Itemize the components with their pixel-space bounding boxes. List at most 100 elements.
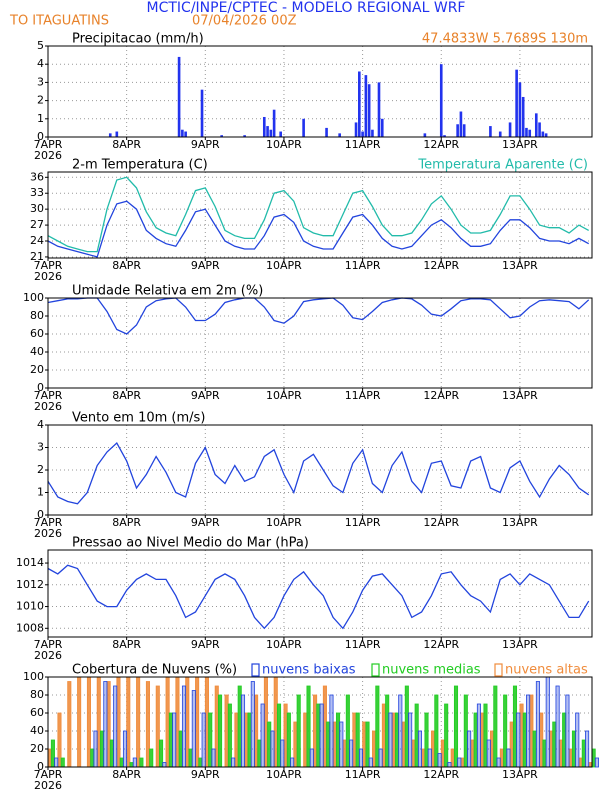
bar xyxy=(90,748,95,768)
bar xyxy=(338,133,341,137)
y-tick-label: 40 xyxy=(30,724,44,737)
y-tick-label: 1008 xyxy=(16,621,44,634)
bar xyxy=(109,739,114,768)
bar xyxy=(594,757,599,768)
bar xyxy=(439,64,443,137)
bar xyxy=(388,712,393,768)
bar xyxy=(352,712,357,768)
bar xyxy=(237,685,242,768)
x-year-label: 2026 xyxy=(34,270,62,283)
bar xyxy=(122,730,128,768)
x-tick-label: 11APR xyxy=(345,259,381,272)
y-tick-label: 20 xyxy=(30,742,44,755)
series-line xyxy=(47,200,590,258)
bar xyxy=(181,685,187,768)
bar xyxy=(332,721,337,768)
bar xyxy=(460,757,465,768)
bar xyxy=(443,135,446,137)
bar xyxy=(149,748,154,768)
y-tick-label: 1 xyxy=(37,486,44,499)
y-tick-label: 100 xyxy=(23,670,44,683)
bar xyxy=(240,694,246,768)
x-tick-label: 11APR xyxy=(345,389,381,402)
x-tick-label: 9APR xyxy=(191,768,220,781)
bar xyxy=(313,694,318,768)
bar xyxy=(201,712,206,768)
y-tick-label: 1014 xyxy=(16,556,44,569)
panel-title: Precipitacao (mm/h) xyxy=(72,32,204,47)
x-tick-label: 10APR xyxy=(266,638,302,651)
bar xyxy=(401,721,406,768)
bar xyxy=(521,96,525,137)
bar xyxy=(503,694,508,768)
bar xyxy=(273,676,278,768)
bar xyxy=(262,116,266,137)
bar xyxy=(280,739,285,768)
bar xyxy=(106,681,111,768)
bar xyxy=(490,730,495,768)
bar xyxy=(342,739,347,768)
bar xyxy=(440,739,445,768)
bar xyxy=(544,133,548,137)
bar xyxy=(535,681,540,768)
bar xyxy=(326,721,331,768)
y-tick-label: 2 xyxy=(37,463,44,476)
bar xyxy=(113,685,118,768)
bar xyxy=(571,730,577,768)
bar xyxy=(518,82,522,137)
location: TO ITAGUATINS xyxy=(9,14,109,29)
bar xyxy=(528,129,532,137)
series-line xyxy=(47,441,590,505)
bar xyxy=(191,690,196,768)
x-tick-label: 13APR xyxy=(502,138,538,151)
bar xyxy=(290,757,295,768)
bar xyxy=(476,703,481,768)
bar xyxy=(358,748,364,768)
bar xyxy=(378,748,383,768)
bar xyxy=(184,131,187,137)
bar xyxy=(339,721,344,768)
bar xyxy=(231,757,236,768)
bar xyxy=(496,757,501,768)
bar xyxy=(447,762,452,768)
bar xyxy=(555,685,560,768)
bar xyxy=(276,703,282,768)
y-tick-label: 0 xyxy=(37,130,44,143)
bar xyxy=(227,703,232,768)
bar xyxy=(434,694,439,768)
y-tick-label: 0 xyxy=(37,508,44,521)
y-tick-label: 1 xyxy=(37,112,44,125)
x-year-label: 2026 xyxy=(34,527,62,540)
x-tick-label: 11APR xyxy=(345,138,381,151)
bar xyxy=(512,685,518,768)
panel-title: Umidade Relativa em 2m (%) xyxy=(72,284,263,299)
x-tick-label: 7APR xyxy=(34,259,63,272)
x-tick-label: 8APR xyxy=(112,516,141,529)
bar xyxy=(208,712,213,768)
bar xyxy=(385,694,390,768)
bar xyxy=(509,721,514,768)
plot-border xyxy=(47,297,593,389)
bar xyxy=(177,56,181,137)
bar xyxy=(224,694,229,768)
bar xyxy=(375,685,380,768)
bar xyxy=(394,712,400,768)
x-tick-label: 8APR xyxy=(112,768,141,781)
bar xyxy=(211,748,216,768)
bar xyxy=(355,712,360,768)
panel-title: Cobertura de Nuvens (%) xyxy=(72,663,237,678)
bar xyxy=(414,703,419,768)
bar xyxy=(198,757,203,768)
bar xyxy=(391,712,396,768)
x-tick-label: 11APR xyxy=(345,638,381,651)
x-year-label: 2026 xyxy=(34,649,62,662)
plot-border xyxy=(47,171,593,259)
x-year-label: 2026 xyxy=(34,400,62,413)
bar xyxy=(558,739,563,768)
panel-title: Pressao ao Nivel Medio do Mar (hPa) xyxy=(72,536,309,551)
bar xyxy=(159,739,164,768)
bar xyxy=(181,129,184,137)
plot-border xyxy=(47,424,593,516)
bar xyxy=(247,712,252,768)
